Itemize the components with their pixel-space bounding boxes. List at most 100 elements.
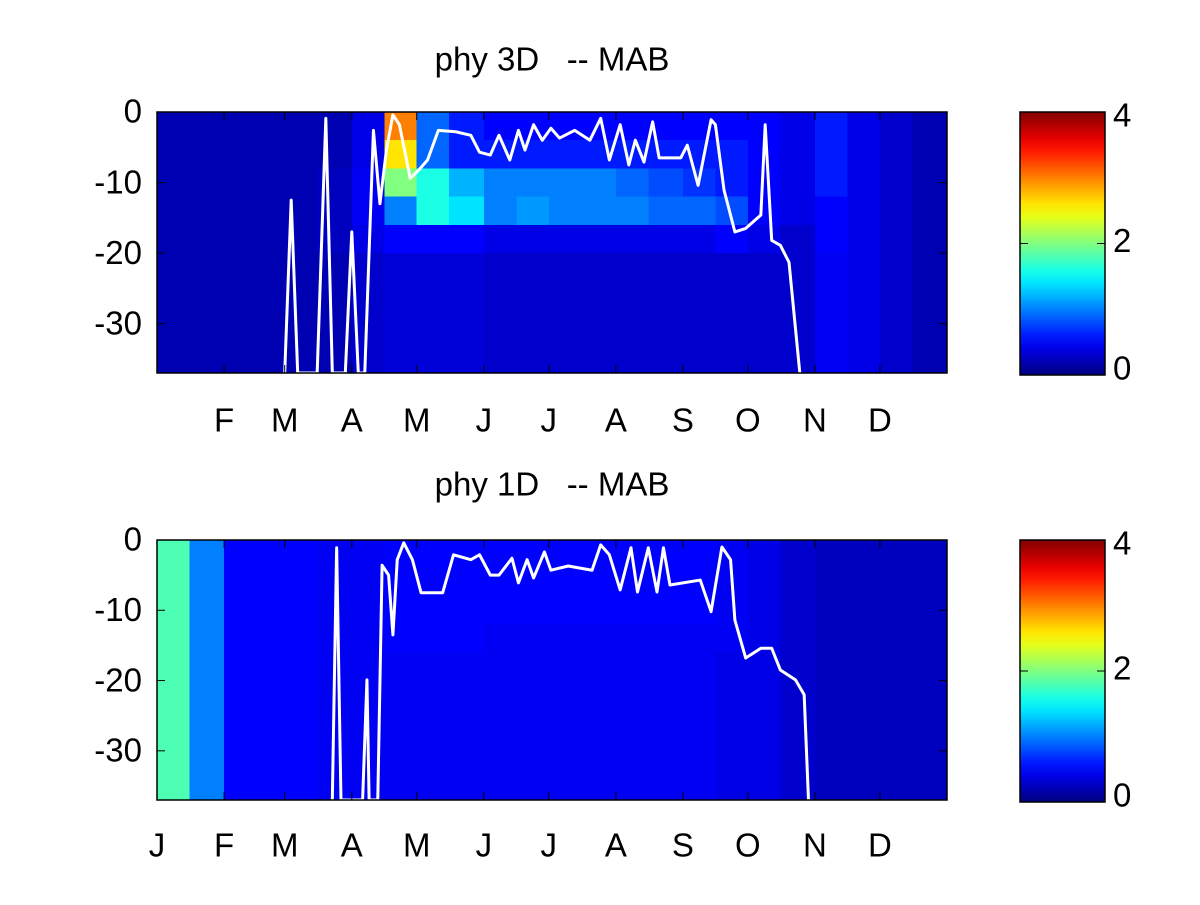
- heatmap-cell: [912, 540, 947, 569]
- heatmap-cell: [912, 680, 947, 717]
- heatmap-cell: [747, 715, 781, 752]
- heatmap-cell: [847, 715, 881, 752]
- heatmap-cell: [912, 715, 947, 752]
- colorbar-tick-label: 0: [1113, 350, 1131, 387]
- heatmap-cell: [284, 596, 318, 625]
- colorbar-tick-label: 2: [1113, 222, 1131, 259]
- heatmap-cell: [648, 624, 684, 654]
- heatmap-cell: [682, 196, 717, 226]
- heatmap-cell: [847, 680, 881, 717]
- heatmap-cell: [384, 750, 418, 800]
- heatmap-cell: [449, 112, 485, 141]
- colorbar-tick-label: 4: [1113, 525, 1131, 562]
- heatmap-cell: [879, 680, 913, 717]
- heatmap-cell: [548, 652, 582, 682]
- heatmap-cell: [847, 596, 881, 625]
- heatmap-cell: [157, 140, 191, 170]
- heatmap-cell: [256, 288, 286, 325]
- heatmap-cell: [189, 253, 225, 289]
- x-tick-label: S: [672, 402, 694, 439]
- heatmap-cell: [449, 288, 485, 325]
- heatmap-cell: [879, 112, 913, 141]
- colorbar-tick-label: 4: [1113, 97, 1131, 134]
- heatmap-cell: [615, 323, 649, 373]
- heatmap-cell: [384, 140, 418, 170]
- heatmap-cell: [912, 253, 947, 289]
- heatmap-cell: [581, 680, 617, 717]
- heatmap-cell: [284, 140, 318, 170]
- heatmap-cell: [416, 323, 450, 373]
- heatmap-cell: [814, 140, 849, 170]
- heatmap-cell: [224, 652, 258, 682]
- heatmap-cell: [189, 715, 225, 752]
- heatmap-cell: [449, 140, 485, 170]
- heatmap-cell: [516, 596, 550, 625]
- heatmap-cell: [648, 596, 684, 625]
- heatmap-cell: [256, 253, 286, 289]
- heatmap-cell: [615, 750, 649, 800]
- heatmap-cell: [581, 323, 617, 373]
- heatmap-cell: [284, 168, 318, 198]
- heatmap-cell: [317, 750, 353, 800]
- heatmap-cell: [384, 196, 418, 226]
- heatmap-cell: [224, 288, 258, 325]
- colorbar-tick-label: 2: [1113, 650, 1131, 687]
- heatmap-cell: [814, 168, 849, 198]
- heatmap-cell: [715, 596, 749, 625]
- heatmap-cell: [548, 624, 582, 654]
- heatmap-cell: [879, 652, 913, 682]
- heatmap-cell: [747, 224, 781, 254]
- heatmap-cell: [157, 568, 191, 597]
- heatmap-cell: [814, 540, 849, 569]
- heatmap-cell: [548, 596, 582, 625]
- heatmap-cell: [157, 253, 191, 289]
- x-tick-label: F: [214, 402, 234, 439]
- heatmap-cell: [682, 750, 717, 800]
- heatmap-cell: [615, 715, 649, 752]
- heatmap-cell: [879, 253, 913, 289]
- heatmap-cell: [615, 624, 649, 654]
- heatmap-cell: [682, 680, 717, 717]
- heatmap-cell: [256, 750, 286, 800]
- heatmap-cell: [516, 652, 550, 682]
- axes-frame: [156, 539, 948, 801]
- heatmap-cell: [157, 652, 191, 682]
- heatmap-cell: [351, 596, 385, 625]
- heatmap-cell: [317, 540, 353, 569]
- heatmap-cell: [715, 652, 749, 682]
- heatmap-cell: [449, 568, 485, 597]
- x-tick-label: J: [476, 827, 493, 864]
- x-tick-label: D: [868, 402, 892, 439]
- heatmap-cell: [256, 323, 286, 373]
- heatmap-cell: [224, 596, 258, 625]
- heatmap-cell: [912, 196, 947, 226]
- heatmap-cell: [284, 680, 318, 717]
- heatmap-cell: [682, 253, 717, 289]
- heatmap-cell: [449, 715, 485, 752]
- heatmap-cell: [516, 624, 550, 654]
- heatmap-cell: [157, 715, 191, 752]
- heatmap-cell: [224, 224, 258, 254]
- x-tick-label: M: [271, 827, 299, 864]
- heatmap-cell: [682, 715, 717, 752]
- heatmap-cell: [847, 288, 881, 325]
- heatmap-cell: [384, 323, 418, 373]
- x-tick-label: N: [803, 402, 827, 439]
- heatmap-cell: [814, 568, 849, 597]
- heatmap-cell: [548, 750, 582, 800]
- heatmap-cell: [780, 196, 816, 226]
- heatmap-cell: [682, 224, 717, 254]
- heatmap-cell: [780, 652, 816, 682]
- heatmap-cell: [516, 253, 550, 289]
- heatmap-cell: [189, 224, 225, 254]
- heatmap-cell: [648, 196, 684, 226]
- heatmap-cell: [317, 253, 353, 289]
- heatmap-cell: [814, 715, 849, 752]
- heatmap-cell: [912, 750, 947, 800]
- heatmap-cell: [189, 323, 225, 373]
- heatmap-cell: [648, 168, 684, 198]
- heatmap-cell: [483, 596, 517, 625]
- x-tick-label: O: [735, 402, 761, 439]
- heatmap-cell: [682, 652, 717, 682]
- heatmap-cell: [581, 112, 617, 141]
